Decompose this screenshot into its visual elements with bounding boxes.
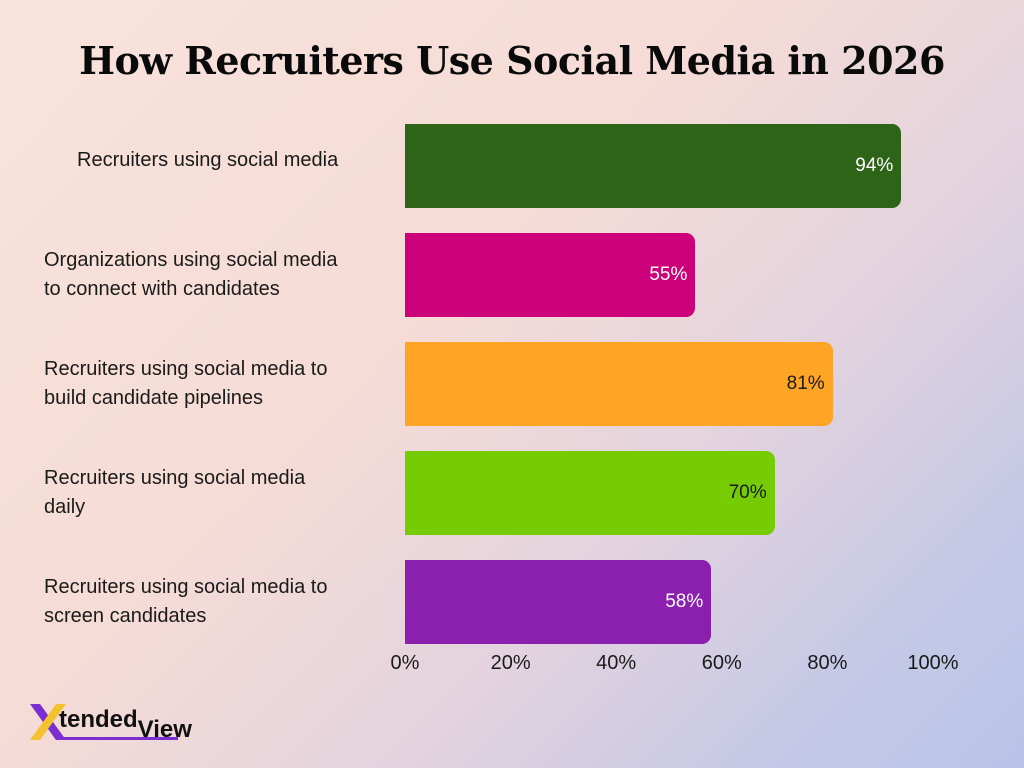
category-label: Recruiters using social media daily (44, 464, 384, 522)
category-label: Recruiters using social media (77, 146, 417, 175)
category-label: Recruiters using social media to build ca… (44, 355, 384, 413)
x-tick-label: 40% (596, 652, 637, 674)
bar: 81% (405, 342, 833, 426)
x-tick-label: 100% (907, 652, 959, 674)
bar-value-label: 55% (649, 264, 688, 285)
category-label-line: build candidate pipelines (44, 387, 264, 409)
category-label-line: screen candidates (44, 605, 207, 627)
category-label: Recruiters using social media to screen c… (44, 573, 384, 631)
bar: 55% (405, 233, 696, 317)
logo-x-mark-icon (30, 704, 66, 740)
category-label-line: Recruiters using social media to (44, 576, 328, 598)
x-tick-label: 20% (490, 652, 531, 674)
category-label-line: Recruiters using social media (44, 467, 306, 489)
x-tick-label: 80% (807, 652, 848, 674)
x-tick-label: 0% (390, 652, 420, 674)
bar-value-label: 70% (728, 482, 767, 503)
x-tick-label: 60% (701, 652, 742, 674)
xtendedview-logo: tendedView (28, 700, 228, 750)
bar: 94% (405, 124, 902, 208)
category-label-line: Recruiters using social media (77, 148, 339, 171)
category-label: Organizations using social media to conne… (44, 246, 384, 304)
category-label-line: Recruiters using social media to (44, 358, 328, 380)
bar: 70% (405, 451, 775, 535)
logo-underline (60, 737, 178, 740)
bar-value-label: 58% (665, 591, 704, 612)
category-label-line: daily (44, 496, 86, 518)
category-label-line: to connect with candidates (44, 278, 280, 300)
chart-title: How Recruiters Use Social Media in 2026 (79, 38, 945, 83)
bar: 58% (405, 560, 712, 644)
logo-brand-text: tended (59, 706, 138, 733)
bar-value-label: 94% (855, 155, 894, 176)
category-label-line: Organizations using social media (44, 249, 338, 271)
bar-value-label: 81% (786, 373, 825, 394)
